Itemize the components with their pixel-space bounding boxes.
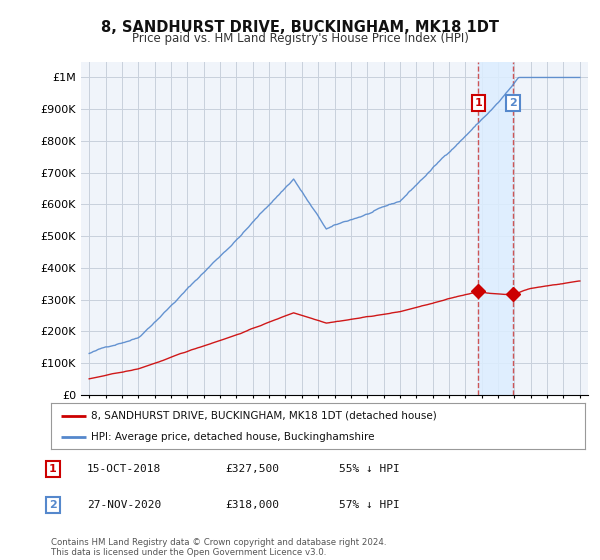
Text: 57% ↓ HPI: 57% ↓ HPI <box>339 500 400 510</box>
Bar <box>478 62 513 395</box>
Text: HPI: Average price, detached house, Buckinghamshire: HPI: Average price, detached house, Buck… <box>91 432 374 442</box>
Text: 27-NOV-2020: 27-NOV-2020 <box>87 500 161 510</box>
Text: 1: 1 <box>475 98 482 108</box>
Text: 55% ↓ HPI: 55% ↓ HPI <box>339 464 400 474</box>
Text: 15-OCT-2018: 15-OCT-2018 <box>87 464 161 474</box>
Text: 2: 2 <box>49 500 56 510</box>
Text: £327,500: £327,500 <box>225 464 279 474</box>
Text: 8, SANDHURST DRIVE, BUCKINGHAM, MK18 1DT (detached house): 8, SANDHURST DRIVE, BUCKINGHAM, MK18 1DT… <box>91 410 437 421</box>
Text: Price paid vs. HM Land Registry's House Price Index (HPI): Price paid vs. HM Land Registry's House … <box>131 32 469 45</box>
Text: 8, SANDHURST DRIVE, BUCKINGHAM, MK18 1DT: 8, SANDHURST DRIVE, BUCKINGHAM, MK18 1DT <box>101 20 499 35</box>
Text: £318,000: £318,000 <box>225 500 279 510</box>
Text: 1: 1 <box>49 464 56 474</box>
Text: 2: 2 <box>509 98 517 108</box>
Text: Contains HM Land Registry data © Crown copyright and database right 2024.
This d: Contains HM Land Registry data © Crown c… <box>51 538 386 557</box>
